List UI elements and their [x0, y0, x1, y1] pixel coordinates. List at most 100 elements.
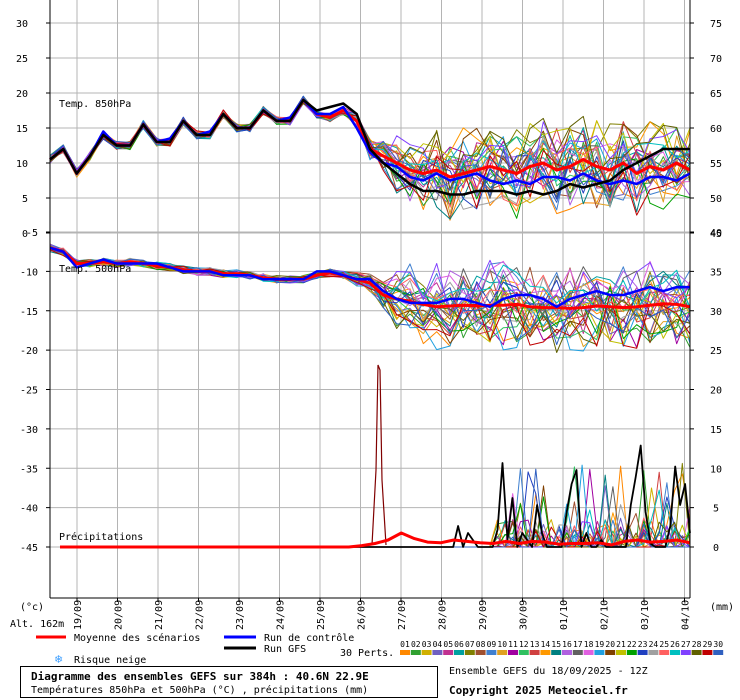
tick-label-right-t500: 20 — [710, 386, 722, 397]
tick-label-left-t500: -45 — [20, 543, 38, 554]
tick-label-left-t500: -20 — [20, 346, 38, 357]
pert-number: 28 — [692, 640, 702, 649]
date-label: 29/09 — [478, 600, 489, 630]
pert-color-swatch — [648, 650, 659, 655]
pert-number: 24 — [649, 640, 659, 649]
t500-panel-label: Temp. 500hPa — [59, 264, 131, 275]
chart-title: Diagramme des ensembles GEFS sur 384h : … — [31, 670, 369, 683]
date-label: 25/09 — [316, 600, 327, 630]
tick-label-left-t500: -10 — [20, 267, 38, 278]
pert-number: 15 — [551, 640, 561, 649]
altitude-label: Alt. 162m — [10, 619, 64, 630]
pert-number: 14 — [541, 640, 551, 649]
legend: Moyenne des scénarios Run de contrôleRun … — [36, 632, 724, 666]
pert-color-swatch — [562, 650, 572, 655]
pert-color-swatch — [464, 650, 475, 655]
pert-color-swatch — [421, 650, 432, 655]
axes: 30 25 20 15 10 50 -5 -10 -15 -20 -25 -30 -35 -40 -45 75… — [10, 0, 734, 630]
tick-label-right-t500: 10 — [710, 464, 722, 475]
date-label: 04/10 — [681, 600, 692, 630]
tick-label-right-t500: 15 — [710, 425, 722, 436]
pert-color-swatch — [713, 650, 724, 655]
legend-snow-label: Risque neige — [74, 655, 146, 666]
tick-label-left-t500: -35 — [20, 464, 38, 475]
pert-color-swatch — [432, 650, 443, 655]
pert-color-swatch — [486, 650, 497, 655]
pert-number: 10 — [497, 640, 507, 649]
tick-label-right-t500: 25 — [710, 346, 722, 357]
member-t500-28 — [49, 246, 691, 353]
date-label: 30/09 — [519, 600, 530, 630]
date-label: 27/09 — [397, 600, 408, 630]
control-t500-line — [49, 246, 690, 309]
ensemble-run-label: Ensemble GEFS du 18/09/2025 - 12Z — [449, 666, 648, 677]
legend-mean-label: Moyenne des scénarios — [74, 632, 200, 644]
tick-label-right-t850: 70 — [710, 54, 722, 65]
date-label: 01/10 — [559, 600, 570, 630]
pert-color-swatch — [497, 650, 508, 655]
pert-number: 09 — [487, 640, 497, 649]
pert-number: 16 — [562, 640, 572, 649]
pert-number: 29 — [703, 640, 713, 649]
pert-color-swatch — [572, 650, 583, 655]
tick-label-right-t500: 0 — [713, 543, 719, 554]
tick-label-left-t500: -15 — [20, 307, 38, 318]
pert-color-swatch — [475, 650, 486, 655]
snow-icon: ❄ — [54, 653, 63, 666]
tick-label-right-t850: 50 — [710, 194, 722, 205]
pert-color-swatch — [540, 650, 551, 655]
tick-label-left-t850: 25 — [16, 54, 28, 65]
member-t500-26 — [49, 249, 691, 312]
date-label: 20/09 — [114, 600, 125, 630]
pert-number: 06 — [454, 640, 464, 649]
tick-label-right-t500: 40 — [710, 228, 722, 239]
pert-color-swatch — [410, 650, 421, 655]
tick-label-left-t850: 30 — [16, 19, 28, 30]
tick-label-left-t500: -5 — [26, 228, 38, 239]
pert-number: 12 — [519, 640, 529, 649]
pert-number: 19 — [595, 640, 605, 649]
pert-number: 03 — [422, 640, 432, 649]
gfs-t850-line — [49, 98, 690, 196]
date-label: 24/09 — [276, 600, 287, 630]
pert-number: 13 — [530, 640, 540, 649]
tick-label-left-t500: -30 — [20, 425, 38, 436]
pert-number: 17 — [573, 640, 583, 649]
tick-label-right-t850: 75 — [710, 19, 722, 30]
pert-number: 23 — [638, 640, 648, 649]
tick-label-left-t850: 15 — [16, 124, 28, 135]
pert-number: 08 — [476, 640, 486, 649]
left-unit-label: (°c) — [20, 602, 44, 613]
tick-label-right-t500: 35 — [710, 267, 722, 278]
chart-subtitle: Températures 850hPa et 500hPa (°C) , pré… — [31, 685, 369, 696]
pert-number: 11 — [508, 640, 518, 649]
date-label: 22/09 — [195, 600, 206, 630]
tick-label-right-t500: 30 — [710, 307, 722, 318]
main-series — [49, 98, 691, 549]
t850-panel-label: Temp. 850hPa — [59, 99, 131, 110]
pert-number: 21 — [616, 640, 626, 649]
tick-label-left-t500: -40 — [20, 504, 38, 515]
pert-color-swatch — [691, 650, 702, 655]
date-label: 21/09 — [154, 600, 165, 630]
tick-label-right-t850: 55 — [710, 159, 722, 170]
pert-number: 04 — [433, 640, 443, 649]
tick-label-left-t850: 20 — [16, 89, 28, 100]
pert-color-swatch — [670, 650, 680, 655]
footer-title-box: Diagramme des ensembles GEFS sur 384h : … — [20, 666, 438, 698]
pert-color-swatch — [616, 650, 626, 655]
pert-number: 27 — [681, 640, 691, 649]
pert-color-swatch — [443, 650, 454, 655]
pert-color-swatch — [454, 650, 464, 655]
pert-color-swatch — [626, 650, 637, 655]
pert-color-swatch — [605, 650, 616, 655]
legend-perts-label: 30 Perts. — [340, 648, 394, 659]
mean-precip-line — [60, 531, 691, 549]
pert-color-swatch — [400, 650, 410, 655]
date-label: 19/09 — [73, 600, 84, 630]
pert-color-swatch — [518, 650, 529, 655]
pert-color-swatch — [508, 650, 518, 655]
tick-label-left-t500: -25 — [20, 386, 38, 397]
copyright-label: Copyright 2025 Meteociel.fr — [449, 684, 628, 697]
date-label: 23/09 — [235, 600, 246, 630]
